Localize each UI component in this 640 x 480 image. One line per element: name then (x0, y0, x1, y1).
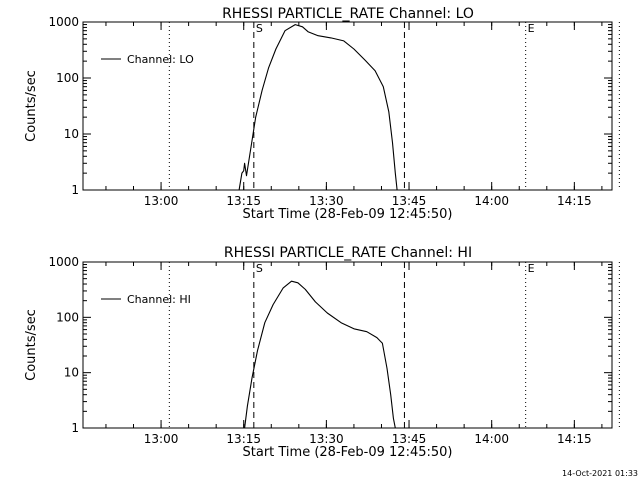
panel2-y-tick-label: 1 (71, 421, 79, 435)
panel2-x-tick-label: 14:15 (557, 432, 592, 446)
panel1-y-tick-label: 100 (56, 71, 79, 85)
panel1-title: RHESSI PARTICLE_RATE Channel: LO (222, 6, 474, 22)
panel2-y-tick-label: 100 (56, 310, 79, 324)
panel2-series-line (244, 280, 396, 429)
panel1-y-axis-title: Counts/sec (24, 70, 39, 142)
panel2-x-tick-label: 13:15 (226, 432, 261, 446)
panel1-time-marker-label: E (528, 22, 535, 35)
panel2-x-tick-label: 13:00 (144, 432, 179, 446)
panel1-y-tick-label: 1000 (48, 15, 79, 29)
panel1-x-tick-label: 13:15 (226, 194, 261, 208)
panel2-x-tick-label: 14:00 (474, 432, 509, 446)
panel1-x-tick-label: 13:45 (392, 194, 427, 208)
panel1-plot-frame (82, 21, 613, 191)
panel1-x-tick-label: 13:00 (144, 194, 179, 208)
panel2-title: RHESSI PARTICLE_RATE Channel: HI (224, 245, 472, 261)
panel2-y-tick-label: 10 (64, 366, 79, 380)
panel1-legend-label: Channel: LO (127, 53, 194, 66)
panel2-y-axis-title: Counts/sec (24, 309, 39, 381)
panel1-x-tick-label: 14:00 (474, 194, 509, 208)
panel2-time-marker-label: S (256, 262, 263, 275)
panel2-plot-frame (82, 261, 613, 429)
panel2-x-tick-label: 13:45 (392, 432, 427, 446)
panel2-y-tick-label: 1000 (48, 255, 79, 269)
panel2-legend-label: Channel: HI (127, 293, 191, 306)
panel2-time-marker-label: E (528, 262, 535, 275)
panel1-series-line (238, 24, 398, 191)
panel2-x-tick-label: 13:30 (309, 432, 344, 446)
footer-timestamp: 14-Oct-2021 01:33 (562, 469, 638, 478)
panel1-x-tick-label: 14:15 (557, 194, 592, 208)
panel2-x-axis-title: Start Time (28-Feb-09 12:45:50) (243, 445, 453, 460)
panel1-time-marker-label: S (256, 22, 263, 35)
panel1-y-tick-label: 10 (64, 127, 79, 141)
panel1-y-tick-label: 1 (71, 183, 79, 197)
panel1-x-axis-title: Start Time (28-Feb-09 12:45:50) (243, 207, 453, 222)
panel1-x-tick-label: 13:30 (309, 194, 344, 208)
